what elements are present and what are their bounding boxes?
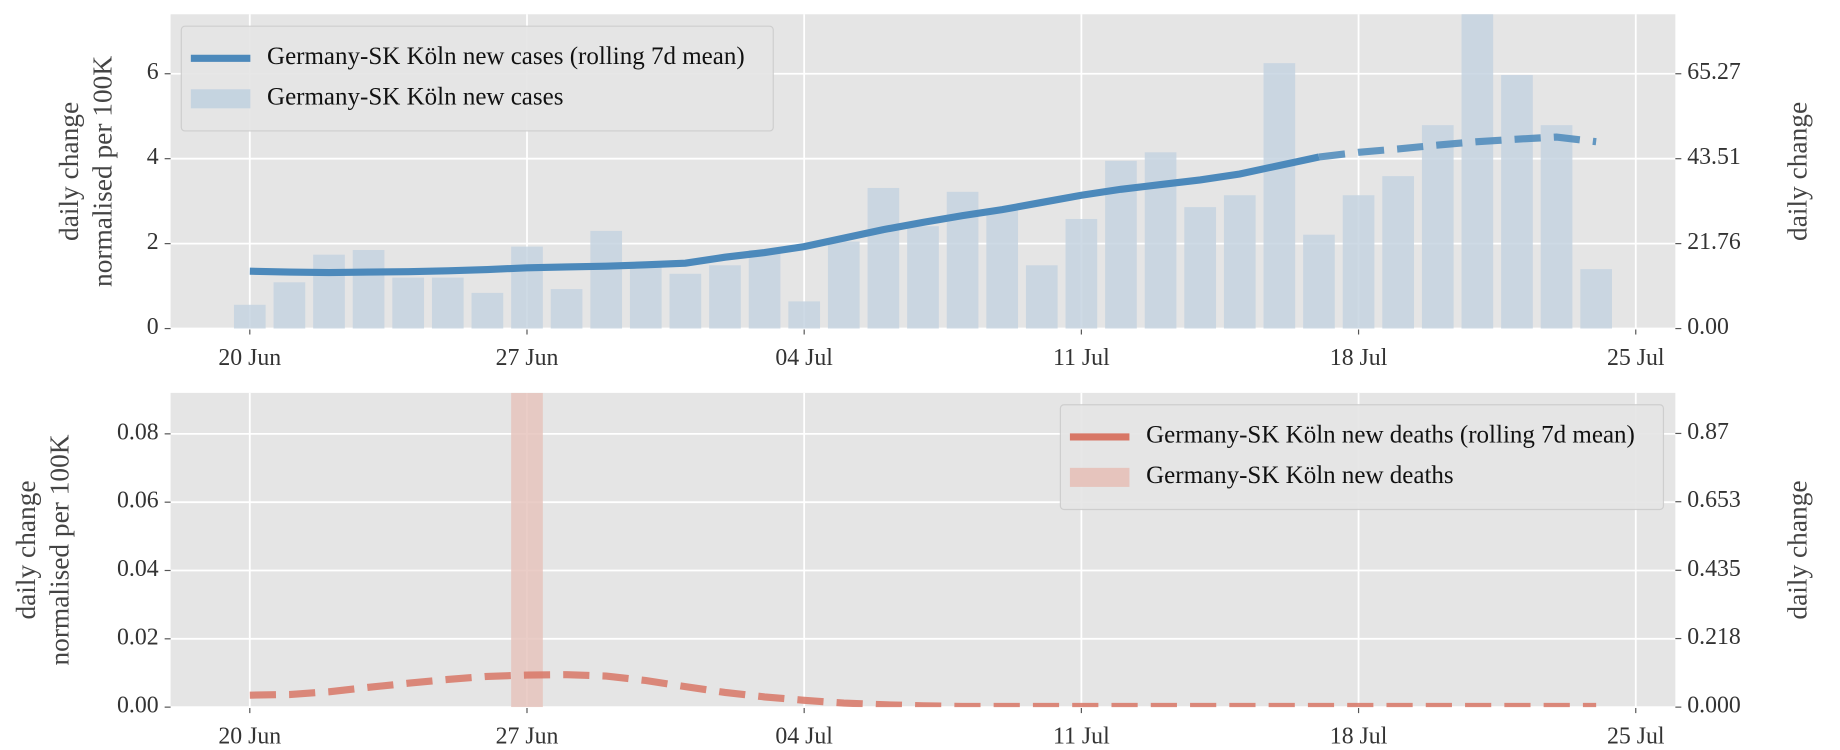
bar — [392, 277, 425, 329]
legend-swatch — [190, 89, 251, 109]
line-dashed — [1318, 133, 1597, 161]
y-axis-label: normalised per 100K — [87, 56, 117, 287]
y-tick-label: 2 — [147, 229, 159, 255]
y-tick-label: 0.06 — [117, 488, 159, 514]
x-tick-label: 04 Jul — [775, 345, 833, 371]
x-tick-label: 27 Jun — [496, 345, 559, 371]
legend-swatch — [1069, 467, 1130, 487]
y2-axis-label: daily change — [1783, 480, 1813, 619]
bar — [511, 246, 543, 329]
bar — [1421, 125, 1454, 329]
y-tick-label: 0.08 — [117, 419, 159, 445]
bar — [1501, 75, 1533, 329]
y-axis-label: normalised per 100K — [45, 434, 75, 665]
bar — [471, 292, 504, 329]
x-tick-label: 20 Jun — [218, 724, 281, 750]
bar — [590, 230, 623, 329]
y-axis-label: daily change — [54, 102, 84, 241]
y-tick-label: 0.04 — [117, 556, 159, 582]
bar — [352, 250, 385, 329]
x-tick-label: 11 Jul — [1053, 724, 1110, 750]
bar — [1342, 195, 1375, 329]
bar — [788, 301, 821, 329]
bar — [233, 304, 266, 329]
bar — [313, 254, 345, 329]
y-tick-label: 0.00 — [117, 693, 159, 719]
legend: Germany-SK Köln new cases (rolling 7d me… — [180, 25, 774, 132]
y-tick-label: 6 — [147, 59, 159, 85]
bar — [431, 277, 464, 329]
y2-tick-label: 21.76 — [1687, 229, 1741, 255]
data-layer — [233, 14, 1612, 329]
bar — [1540, 125, 1573, 329]
bar — [1025, 265, 1058, 329]
bar — [748, 250, 781, 329]
data-layer — [249, 392, 1597, 708]
y2-tick-label: 65.27 — [1687, 59, 1741, 85]
bar — [1263, 63, 1296, 329]
x-tick-label: 04 Jul — [775, 724, 833, 750]
bar — [1382, 176, 1415, 329]
x-tick-label: 18 Jul — [1330, 345, 1388, 371]
y-tick-label: 4 — [147, 144, 159, 170]
x-tick-label: 20 Jun — [218, 345, 281, 371]
y2-tick-label: 0.000 — [1687, 693, 1741, 719]
bar — [1144, 152, 1177, 329]
x-tick-label: 27 Jun — [496, 724, 559, 750]
y2-tick-label: 0.218 — [1687, 624, 1741, 650]
bar — [1223, 195, 1256, 329]
bar — [669, 273, 702, 329]
y2-tick-label: 0.653 — [1687, 487, 1741, 513]
panel: 20 Jun 27 Jun 04 Jul 11 Jul 18 Jul 25 Jul 0 2 4 6… — [54, 14, 1813, 371]
y-tick-label: 0.02 — [117, 624, 159, 650]
x-tick-label: 18 Jul — [1330, 724, 1388, 750]
legend-box — [180, 25, 774, 132]
y2-tick-label: 0.435 — [1687, 556, 1741, 582]
legend: Germany-SK Köln new deaths (rolling 7d m… — [1059, 404, 1665, 511]
legend-label: Germany-SK Köln new deaths (rolling 7d m… — [1146, 422, 1635, 449]
y-axis-label: daily change — [11, 480, 41, 619]
bar — [273, 282, 306, 329]
legend-label: Germany-SK Köln new cases — [267, 84, 563, 111]
legend-label: Germany-SK Köln new deaths — [1146, 462, 1454, 489]
bar — [867, 187, 900, 329]
y2-tick-label: 43.51 — [1687, 144, 1741, 170]
bar — [1303, 234, 1335, 329]
line-dashed — [249, 671, 1597, 708]
bar — [1580, 269, 1612, 329]
line — [249, 153, 1320, 277]
panel: 20 Jun 27 Jun 04 Jul 11 Jul 18 Jul 25 Jul 0.00… — [11, 392, 1813, 750]
bar — [1065, 218, 1098, 329]
bar — [827, 241, 860, 329]
bar — [550, 289, 583, 329]
bar — [511, 392, 543, 708]
y-tick-label: 0 — [147, 314, 159, 340]
bar — [629, 264, 662, 329]
legend-box — [1059, 404, 1665, 511]
bar — [709, 265, 741, 329]
bar — [1184, 207, 1217, 329]
y2-axis-label: daily change — [1783, 102, 1813, 241]
bar — [1461, 14, 1494, 329]
x-tick-label: 11 Jul — [1053, 345, 1110, 371]
x-tick-label: 25 Jul — [1607, 724, 1665, 750]
y2-tick-label: 0.87 — [1687, 419, 1729, 445]
legend-label: Germany-SK Köln new cases (rolling 7d me… — [267, 43, 745, 70]
y2-tick-label: 0.00 — [1687, 314, 1729, 340]
x-tick-label: 25 Jul — [1607, 345, 1665, 371]
bar — [986, 208, 1019, 329]
bar — [907, 226, 939, 329]
